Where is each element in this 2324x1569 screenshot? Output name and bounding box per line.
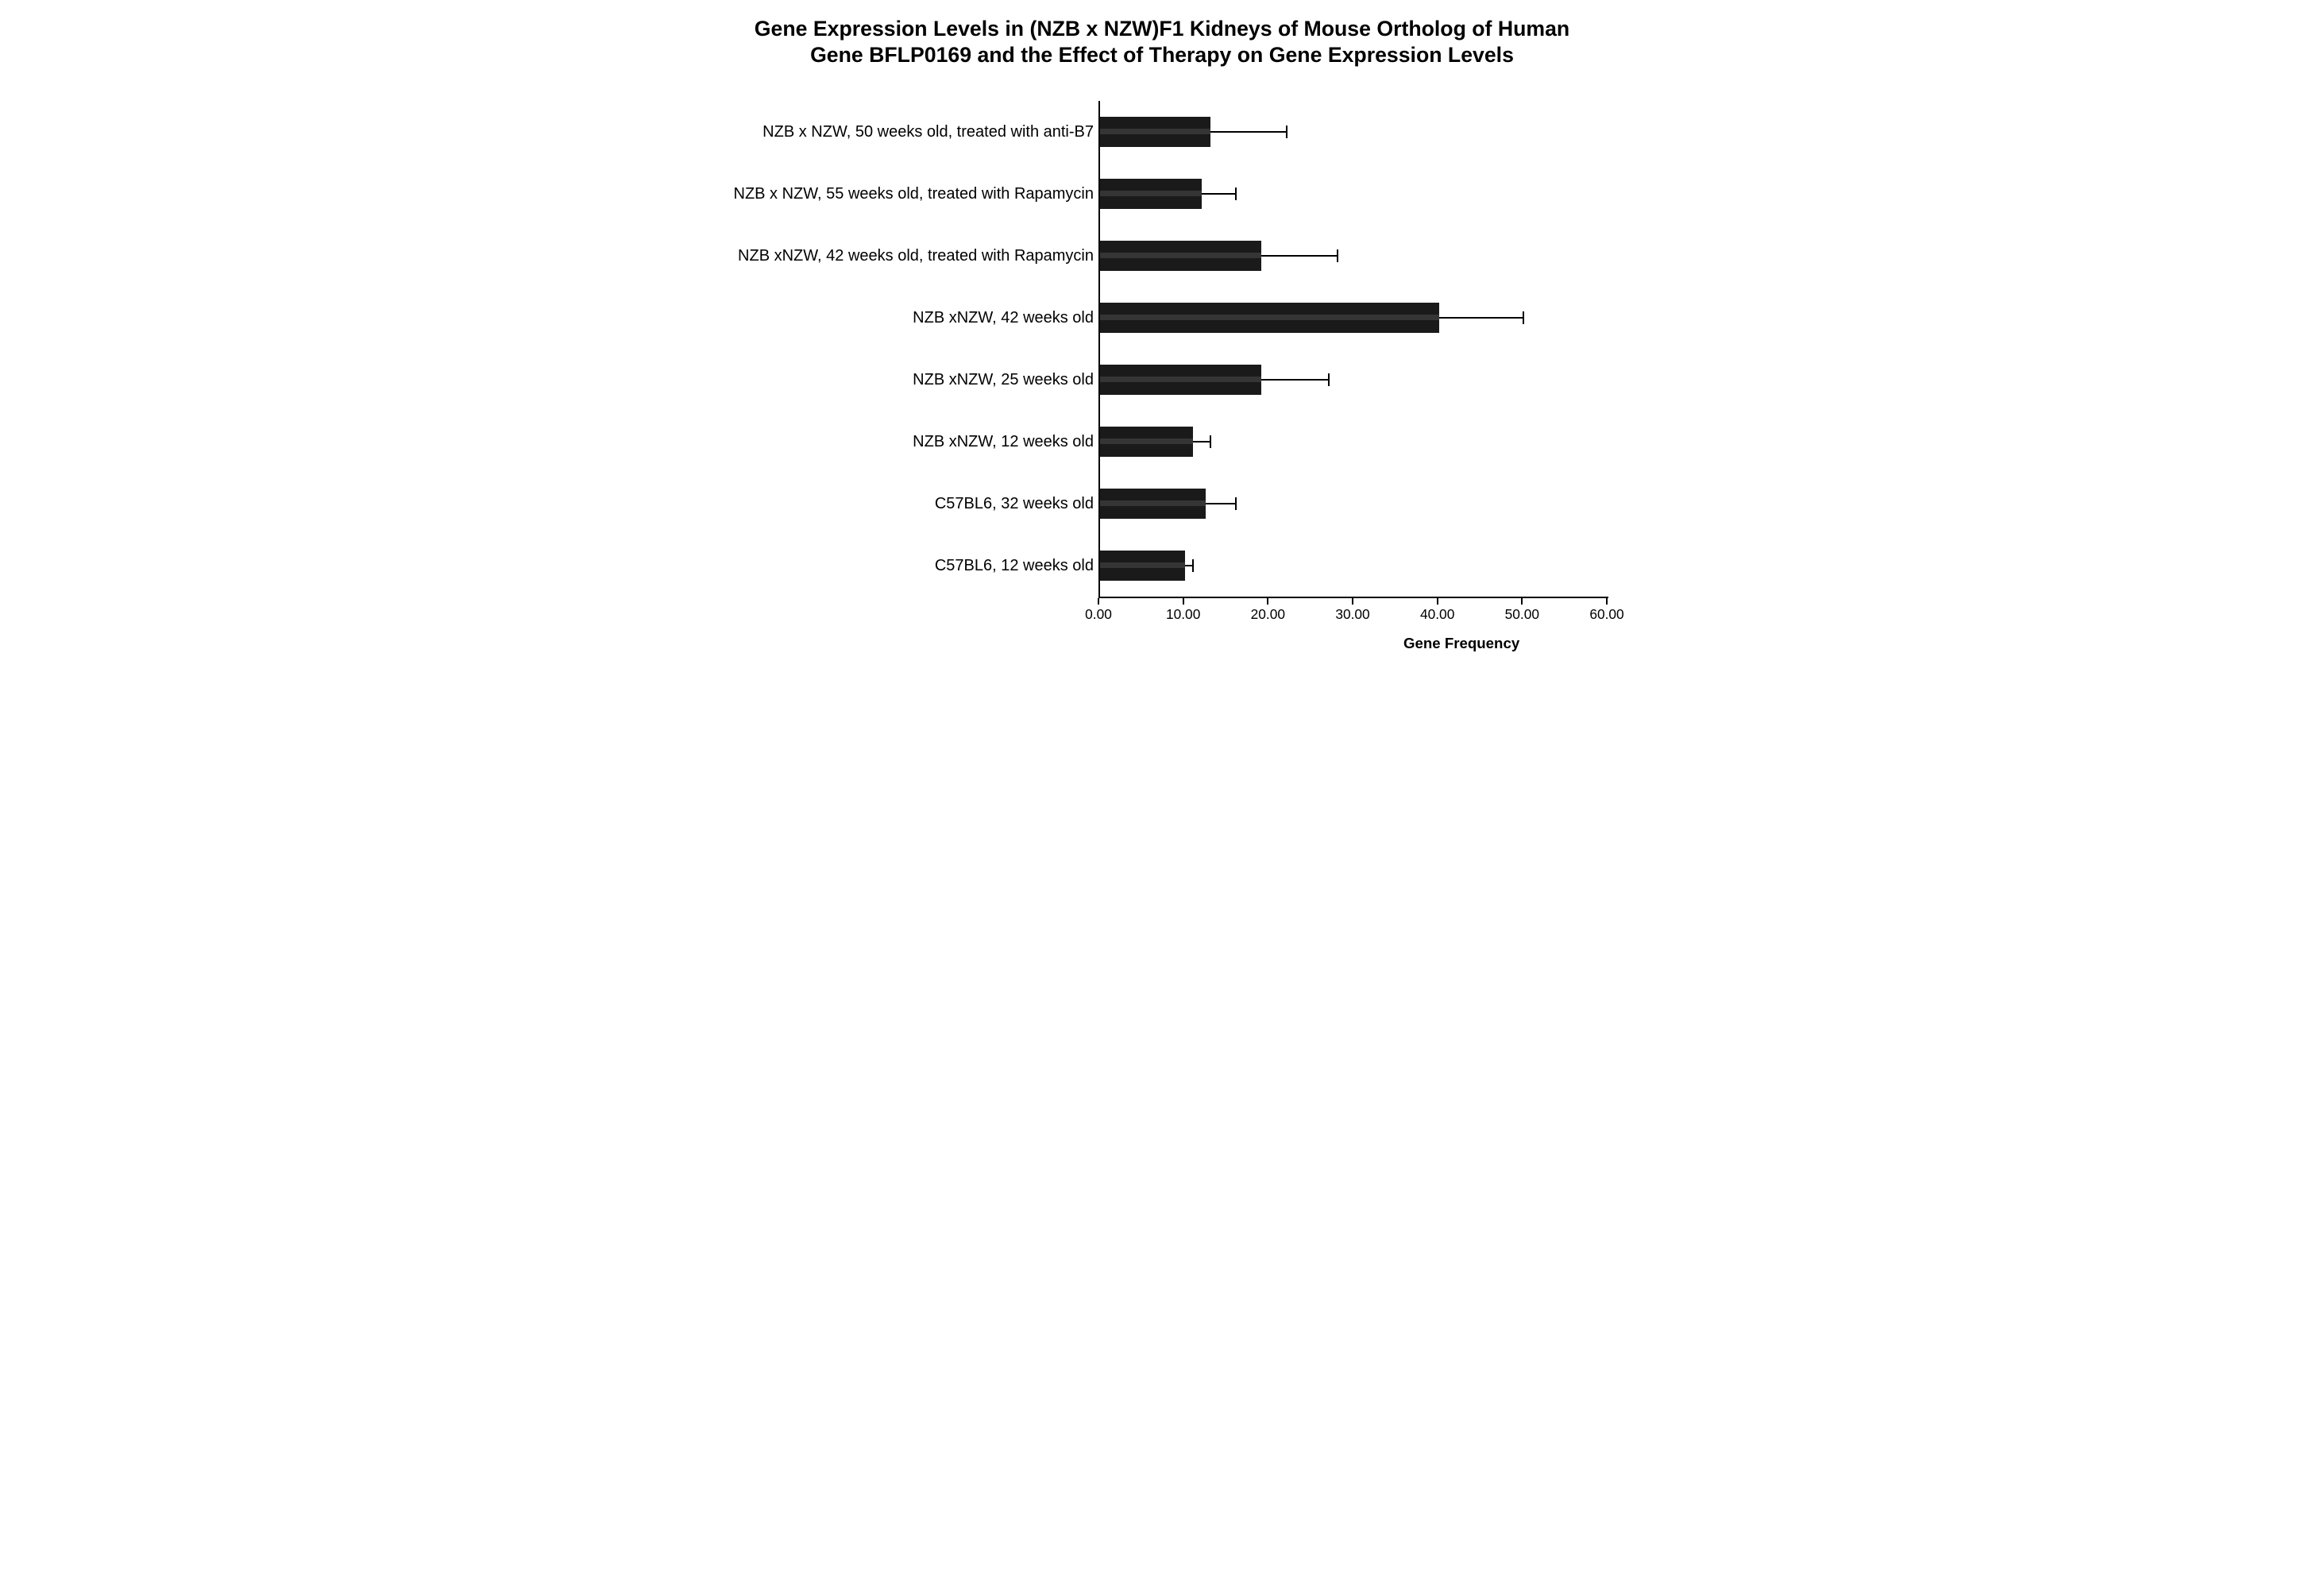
bar	[1100, 117, 1210, 147]
x-tick-label: 60.00	[1589, 606, 1623, 623]
bar	[1100, 179, 1202, 209]
bar-rows	[1100, 101, 1608, 597]
bar	[1100, 489, 1206, 519]
bar-row	[1100, 473, 1608, 535]
bar-row	[1100, 535, 1608, 597]
x-tick-label: 50.00	[1505, 606, 1539, 623]
x-axis: 0.0010.0020.0030.0040.0050.0060.00 Gene …	[1098, 598, 1608, 652]
x-tick-label: 10.00	[1166, 606, 1200, 623]
page: Gene Expression Levels in (NZB x NZW)F1 …	[670, 0, 1654, 684]
bar-row	[1100, 225, 1608, 287]
bar	[1100, 365, 1261, 395]
x-tick	[1352, 598, 1353, 605]
category-label: NZB x NZW, 50 weeks old, treated with an…	[693, 101, 1098, 163]
category-label: C57BL6, 32 weeks old	[693, 473, 1098, 535]
plot-column: 0.0010.0020.0030.0040.0050.0060.00 Gene …	[1098, 101, 1608, 652]
category-label: NZB xNZW, 42 weeks old, treated with Rap…	[693, 225, 1098, 287]
bar-row	[1100, 163, 1608, 225]
plot-area	[1098, 101, 1608, 598]
category-label: NZB x NZW, 55 weeks old, treated with Ra…	[693, 163, 1098, 225]
bar	[1100, 551, 1185, 581]
category-label: C57BL6, 12 weeks old	[693, 535, 1098, 597]
bar-row	[1100, 287, 1608, 349]
x-tick	[1267, 598, 1268, 605]
x-tick	[1183, 598, 1184, 605]
chart-title: Gene Expression Levels in (NZB x NZW)F1 …	[725, 16, 1599, 69]
x-tick-label: 20.00	[1251, 606, 1285, 623]
x-axis-label: Gene Frequency	[1098, 635, 1607, 652]
x-tick	[1521, 598, 1523, 605]
category-label: NZB xNZW, 42 weeks old	[693, 287, 1098, 349]
x-tick	[1098, 598, 1099, 605]
x-tick-label: 0.00	[1085, 606, 1112, 623]
x-tick	[1437, 598, 1438, 605]
bar	[1100, 241, 1261, 271]
bar-row	[1100, 411, 1608, 473]
chart-area: NZB x NZW, 50 weeks old, treated with an…	[693, 101, 1631, 652]
bar	[1100, 303, 1439, 333]
category-label: NZB xNZW, 25 weeks old	[693, 349, 1098, 411]
x-tick-label: 40.00	[1420, 606, 1454, 623]
x-tick-label: 30.00	[1335, 606, 1369, 623]
x-tick	[1606, 598, 1608, 605]
bar-row	[1100, 101, 1608, 163]
bar	[1100, 427, 1193, 457]
category-label: NZB xNZW, 12 weeks old	[693, 411, 1098, 473]
x-axis-ticks: 0.0010.0020.0030.0040.0050.0060.00	[1098, 598, 1607, 614]
bar-row	[1100, 349, 1608, 411]
y-axis-labels: NZB x NZW, 50 weeks old, treated with an…	[693, 101, 1098, 597]
